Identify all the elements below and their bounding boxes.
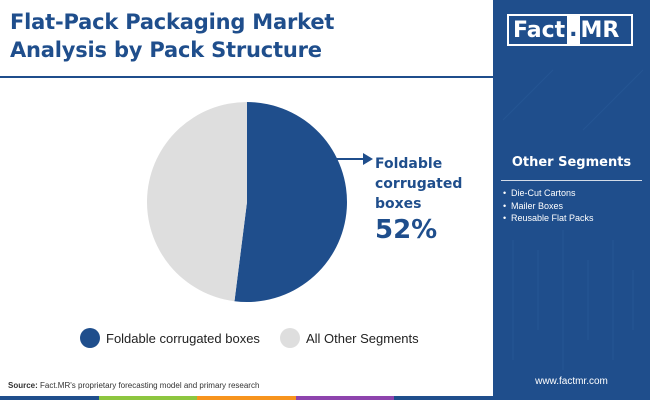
callout-label: Foldable corrugated boxes <box>375 156 463 212</box>
bottom-color-bar <box>0 396 493 400</box>
other-segments-divider <box>501 180 642 181</box>
segment-item: Die-Cut Cartons <box>503 187 594 200</box>
source-note: Source: Fact.MR's proprietary forecastin… <box>8 381 259 390</box>
chart-title: Flat-Pack Packaging Market Analysis by Pa… <box>10 8 480 64</box>
source-text: Fact.MR's proprietary forecasting model … <box>37 381 260 390</box>
callout-arrow-icon <box>335 153 373 165</box>
title-line-1: Flat-Pack Packaging Market <box>10 10 335 34</box>
bottom-bar-segment <box>295 396 395 400</box>
pie-chart <box>146 102 347 302</box>
legend-label-foldable: Foldable corrugated boxes <box>106 330 260 346</box>
other-segments-list: Die-Cut Cartons Mailer Boxes Reusable Fl… <box>503 187 594 225</box>
legend: Foldable corrugated boxes All Other Segm… <box>80 328 439 348</box>
bottom-bar-segment <box>0 396 99 400</box>
bottom-bar-segment <box>197 396 296 400</box>
legend-item-other: All Other Segments <box>279 328 419 348</box>
other-segments-heading: Other Segments <box>511 155 632 170</box>
callout-value: 52% <box>375 215 438 245</box>
legend-label-other: All Other Segments <box>305 330 419 346</box>
sidebar: Fact.MR Other Segments Die-Cut Cartons M… <box>493 0 650 400</box>
chart-panel: Flat-Pack Packaging Market Analysis by Pa… <box>0 8 493 400</box>
pie-slice-other <box>146 102 247 302</box>
title-line-2: Analysis by Pack Structure <box>10 38 322 62</box>
bottom-bar-segment <box>394 396 493 400</box>
factmr-logo: Fact. MR <box>507 14 633 46</box>
logo-dot: . <box>567 16 580 44</box>
bottom-bar-segment <box>98 396 198 400</box>
legend-swatch-foldable <box>80 328 100 348</box>
pie-slice-foldable <box>234 102 347 302</box>
legend-swatch-other <box>279 328 300 348</box>
title-divider <box>0 76 493 78</box>
segment-item: Reusable Flat Packs <box>503 212 594 225</box>
logo-fact: Fact <box>513 17 566 43</box>
legend-item-foldable: Foldable corrugated boxes <box>80 328 260 348</box>
source-prefix: Source: <box>8 381 38 390</box>
logo-mr: MR <box>580 17 620 43</box>
segment-item: Mailer Boxes <box>503 200 594 213</box>
website-link[interactable]: www.factmr.com <box>535 376 608 387</box>
background-pattern <box>502 69 644 370</box>
